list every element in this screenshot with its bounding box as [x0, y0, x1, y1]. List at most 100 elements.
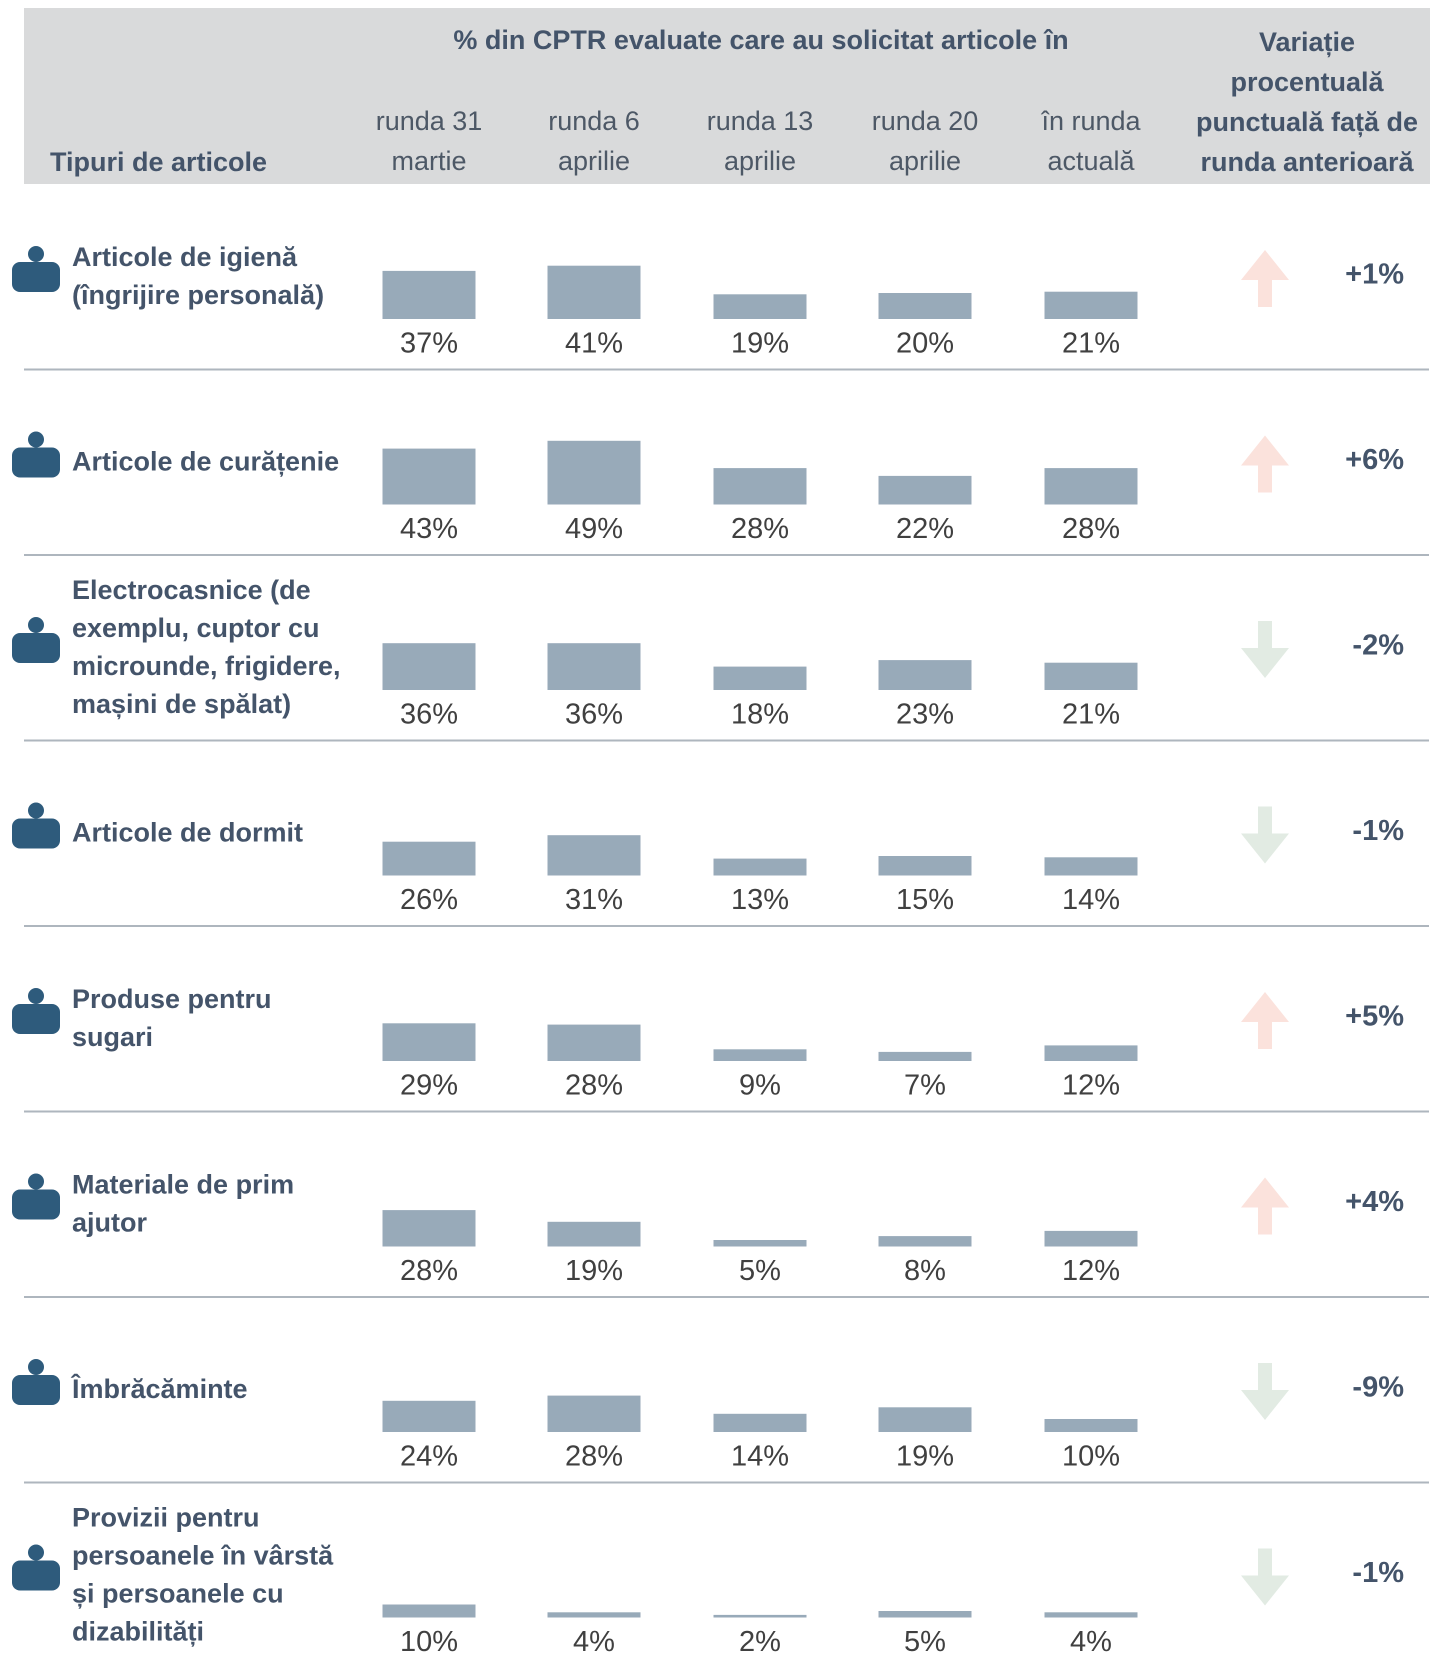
- bar: [382, 270, 476, 319]
- row-icon: [28, 1173, 44, 1190]
- bar: [382, 1400, 476, 1432]
- bar: [713, 294, 807, 319]
- bar: [382, 841, 476, 876]
- value-label: 14%: [1062, 884, 1120, 916]
- value-label: 21%: [1062, 328, 1120, 360]
- row-icon: [28, 1359, 44, 1375]
- value-label: 23%: [896, 699, 954, 731]
- trend-arrow: [1241, 1177, 1289, 1235]
- row-icon: [12, 262, 60, 292]
- row-label: sugari: [72, 1022, 153, 1052]
- row-icon: [28, 431, 44, 448]
- value-label: 4%: [573, 1626, 615, 1658]
- value-label: 21%: [1062, 699, 1120, 731]
- bar: [382, 1210, 476, 1247]
- value-label: 26%: [400, 884, 458, 916]
- value-label: 28%: [731, 513, 789, 545]
- value-label: 28%: [1062, 513, 1120, 545]
- bar: [547, 835, 641, 876]
- bar: [713, 1240, 807, 1247]
- value-label: 10%: [1062, 1441, 1120, 1473]
- bar: [1044, 468, 1138, 505]
- value-label: 24%: [400, 1441, 458, 1473]
- row-label: persoanele în vârstă: [72, 1541, 334, 1571]
- value-label: 15%: [896, 884, 954, 916]
- column-header: runda 13: [707, 106, 814, 136]
- change-value: +1%: [1345, 259, 1404, 291]
- trend-arrow: [1241, 250, 1289, 307]
- bar: [713, 1413, 807, 1432]
- row-label: Provizii pentru: [72, 1503, 260, 1533]
- change-header: procentuală: [1230, 67, 1384, 97]
- row-icon: [28, 246, 44, 262]
- bar: [1044, 1230, 1138, 1247]
- column-header: aprilie: [724, 146, 796, 176]
- row-icon: [12, 1560, 60, 1591]
- row-label: mașini de spălat): [72, 689, 291, 719]
- value-label: 22%: [896, 513, 954, 545]
- change-value: -1%: [1352, 815, 1404, 847]
- value-label: 9%: [739, 1070, 781, 1102]
- value-label: 31%: [565, 884, 623, 916]
- value-label: 19%: [731, 328, 789, 360]
- trend-arrow: [1241, 1548, 1289, 1606]
- value-label: 5%: [904, 1626, 946, 1658]
- change-header: punctuală față de: [1196, 107, 1418, 137]
- row-label: Îmbrăcăminte: [70, 1373, 248, 1404]
- value-label: 43%: [400, 513, 458, 545]
- value-label: 8%: [904, 1255, 946, 1287]
- bar: [878, 1611, 972, 1618]
- change-value: +4%: [1345, 1186, 1404, 1218]
- row-icon: [28, 617, 44, 633]
- group-header: % din CPTR evaluate care au solicitat ar…: [453, 25, 1068, 55]
- value-label: 36%: [400, 699, 458, 731]
- row-label: (îngrijire personală): [72, 280, 324, 310]
- bar: [878, 856, 972, 876]
- change-value: +5%: [1345, 1001, 1404, 1033]
- column-header: aprilie: [889, 146, 961, 176]
- value-label: 2%: [739, 1626, 781, 1658]
- column-header: martie: [391, 146, 466, 176]
- column-header: runda 31: [376, 106, 483, 136]
- row-label: Produse pentru: [72, 984, 272, 1014]
- change-value: -1%: [1352, 1557, 1404, 1589]
- bar: [878, 1407, 972, 1432]
- bar: [878, 475, 972, 505]
- bar: [547, 1024, 641, 1061]
- bar: [1044, 291, 1138, 319]
- value-label: 49%: [565, 513, 623, 545]
- row-label: Electrocasnice (de: [72, 575, 311, 605]
- change-header: runda anterioară: [1200, 147, 1414, 177]
- value-label: 14%: [731, 1441, 789, 1473]
- bar: [878, 1236, 972, 1247]
- bar: [382, 448, 476, 505]
- trend-arrow: [1241, 435, 1289, 493]
- row-label: exemplu, cuptor cu: [72, 613, 320, 643]
- value-label: 12%: [1062, 1255, 1120, 1287]
- bar: [382, 1023, 476, 1061]
- bar: [1044, 857, 1138, 876]
- trend-arrow: [1241, 621, 1289, 678]
- value-label: 19%: [896, 1441, 954, 1473]
- bar: [547, 265, 641, 319]
- bar: [547, 1221, 641, 1247]
- value-label: 5%: [739, 1255, 781, 1287]
- bar: [878, 660, 972, 690]
- value-label: 28%: [565, 1070, 623, 1102]
- row-label: dizabilități: [72, 1617, 204, 1647]
- row-icon: [28, 988, 44, 1004]
- row-label: Materiale de prim: [72, 1170, 294, 1200]
- value-label: 28%: [400, 1255, 458, 1287]
- row-icon: [28, 1544, 44, 1561]
- row-label: Articole de curățenie: [72, 447, 339, 477]
- bar: [1044, 1045, 1138, 1061]
- bar: [713, 1049, 807, 1061]
- trend-arrow: [1241, 806, 1289, 864]
- row-icon: [12, 1004, 60, 1034]
- column-header: aprilie: [558, 146, 630, 176]
- row-header: Tipuri de articole: [50, 147, 267, 177]
- bar: [547, 643, 641, 690]
- bar: [713, 1614, 807, 1618]
- trend-arrow: [1241, 992, 1289, 1049]
